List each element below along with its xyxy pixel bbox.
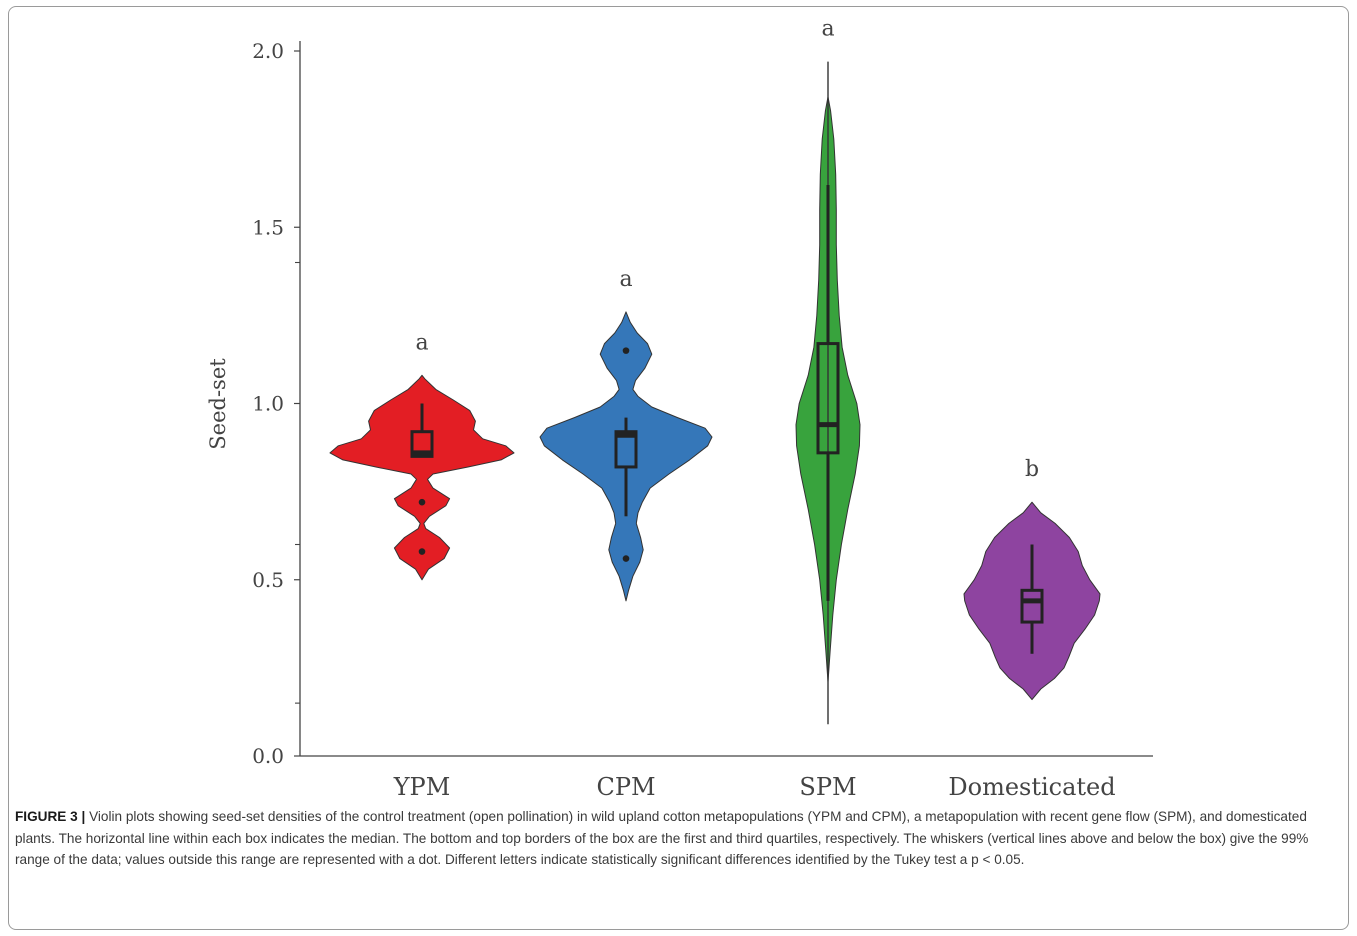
- x-tick-label: CPM: [596, 773, 655, 800]
- violin-cpm: a: [539, 267, 713, 602]
- y-axis-label: Seed-set: [206, 358, 230, 450]
- y-tick-label: 2.0: [252, 39, 284, 63]
- violin-ypm: a: [329, 330, 515, 581]
- significance-letter: b: [1025, 457, 1039, 482]
- outlier-point: [418, 498, 426, 506]
- significance-letter: a: [821, 17, 834, 42]
- box: [1020, 588, 1044, 624]
- significance-letter: a: [619, 267, 632, 292]
- violin-body: [329, 374, 515, 581]
- figure-caption: FIGURE 3 | Violin plots showing seed-set…: [15, 806, 1335, 871]
- y-tick-label: 0.0: [252, 744, 284, 768]
- outlier-point: [418, 548, 426, 555]
- violin-domesticated: b: [963, 457, 1101, 701]
- box: [614, 430, 638, 469]
- y-tick-label: 1.5: [252, 215, 284, 239]
- box: [410, 430, 434, 458]
- x-tick-label: Domesticated: [948, 773, 1115, 800]
- violin-body: [539, 311, 713, 602]
- figure-label: FIGURE 3 |: [15, 809, 86, 824]
- figure-caption-text: Violin plots showing seed-set densities …: [15, 809, 1309, 867]
- violin-chart: a a a b 0.0 0.5 1.0 1.5 2.0 YPM CPM SPM Domesticate…: [206, 17, 1153, 800]
- y-tick-label: 0.5: [252, 568, 284, 592]
- y-tick-label: 1.0: [252, 392, 284, 416]
- x-tick-label: YPM: [393, 773, 451, 800]
- violin-spm: a: [795, 17, 861, 725]
- significance-letter: a: [415, 330, 428, 355]
- box: [816, 342, 840, 455]
- x-tick-label: SPM: [799, 773, 856, 800]
- axes-layer: 0.0 0.5 1.0 1.5 2.0 YPM CPM SPM Domesticated: [252, 39, 1153, 800]
- outlier-point: [622, 347, 630, 354]
- violins-layer: a a a b: [329, 17, 1101, 725]
- outlier-point: [622, 555, 630, 562]
